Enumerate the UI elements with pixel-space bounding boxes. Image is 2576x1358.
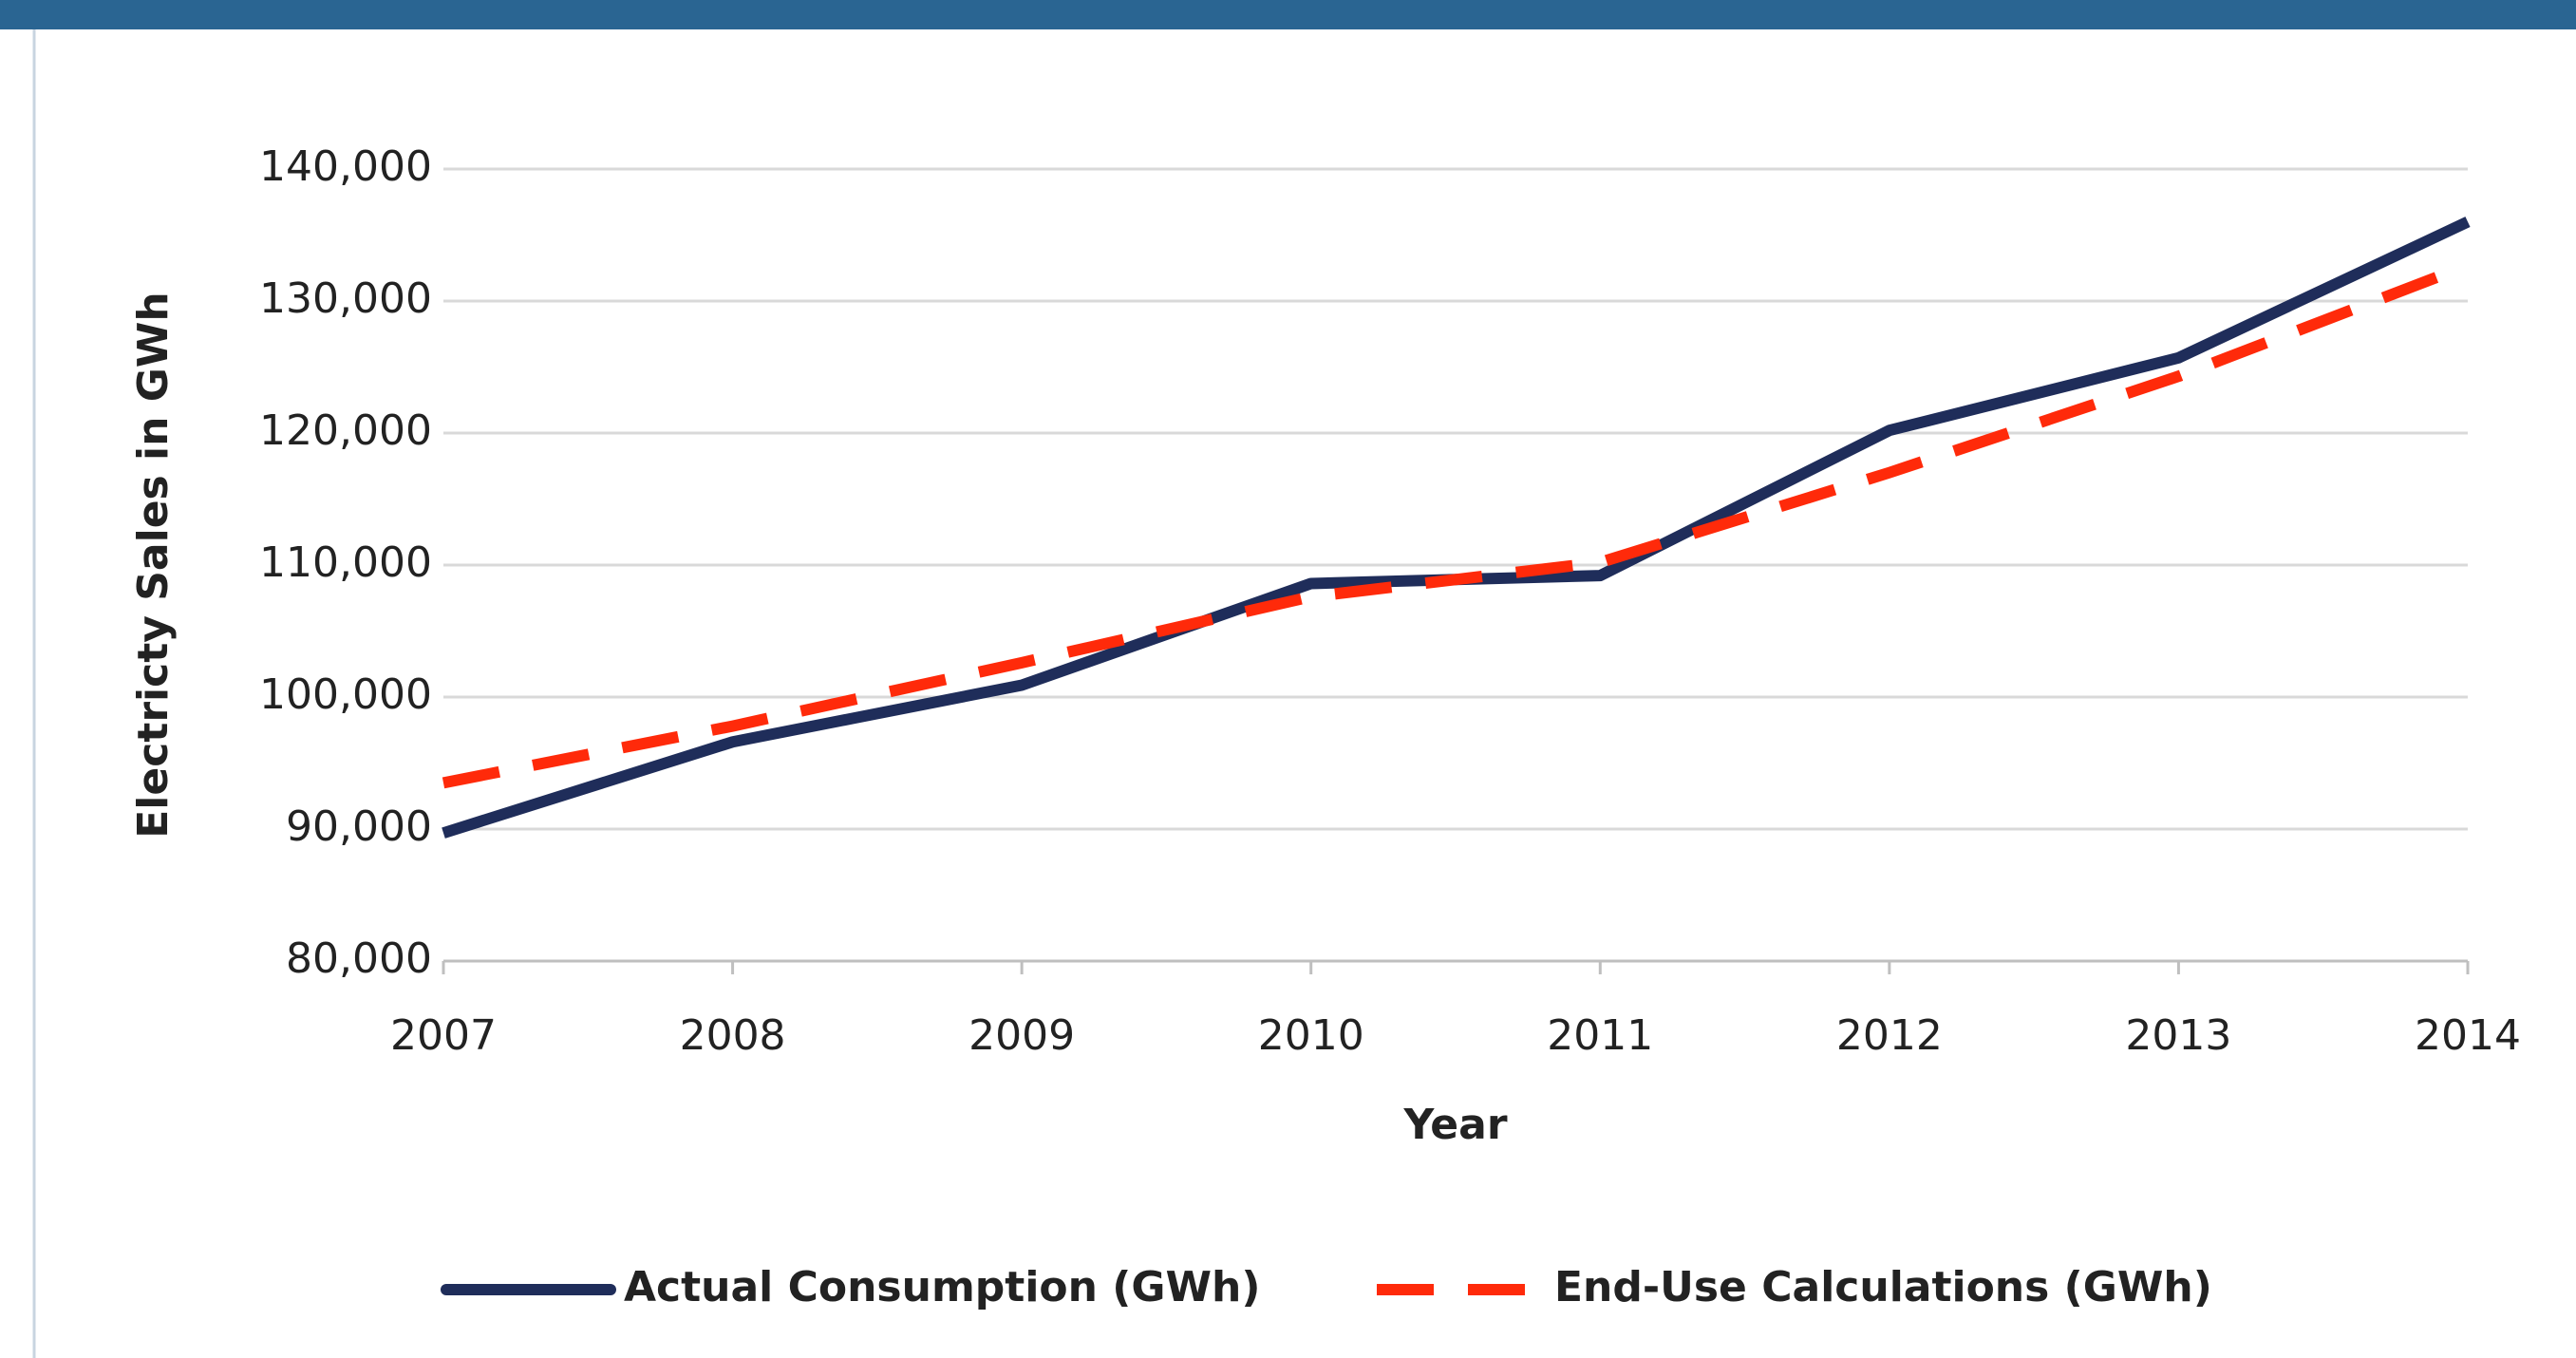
x-tick-label: 2014 — [2415, 1011, 2521, 1060]
y-tick-label: 130,000 — [259, 274, 432, 323]
y-tick-label: 120,000 — [259, 406, 432, 455]
y-tick-label: 90,000 — [286, 802, 432, 851]
y-axis-title: Electricty Sales in GWh — [129, 292, 178, 839]
x-tick-label: 2008 — [680, 1011, 786, 1060]
top-banner — [0, 0, 2576, 29]
x-tick-label: 2011 — [1547, 1011, 1653, 1060]
y-tick-label: 80,000 — [286, 934, 432, 983]
x-tick-label: 2013 — [2125, 1011, 2231, 1060]
x-axis-title: Year — [1402, 1101, 1507, 1149]
series-line — [442, 259, 2471, 789]
x-tick-label: 2009 — [968, 1011, 1075, 1060]
legend-label: Actual Consumption (GWh) — [624, 1263, 1260, 1311]
legend-label: End-Use Calculations (GWh) — [1554, 1263, 2212, 1311]
x-tick-label: 2007 — [390, 1011, 497, 1060]
y-tick-label: 140,000 — [259, 142, 432, 191]
series-line — [442, 217, 2471, 839]
x-tick-label: 2012 — [1836, 1011, 1943, 1060]
y-tick-label: 110,000 — [259, 538, 432, 587]
x-tick-label: 2010 — [1258, 1011, 1364, 1060]
y-tick-label: 100,000 — [259, 670, 432, 719]
